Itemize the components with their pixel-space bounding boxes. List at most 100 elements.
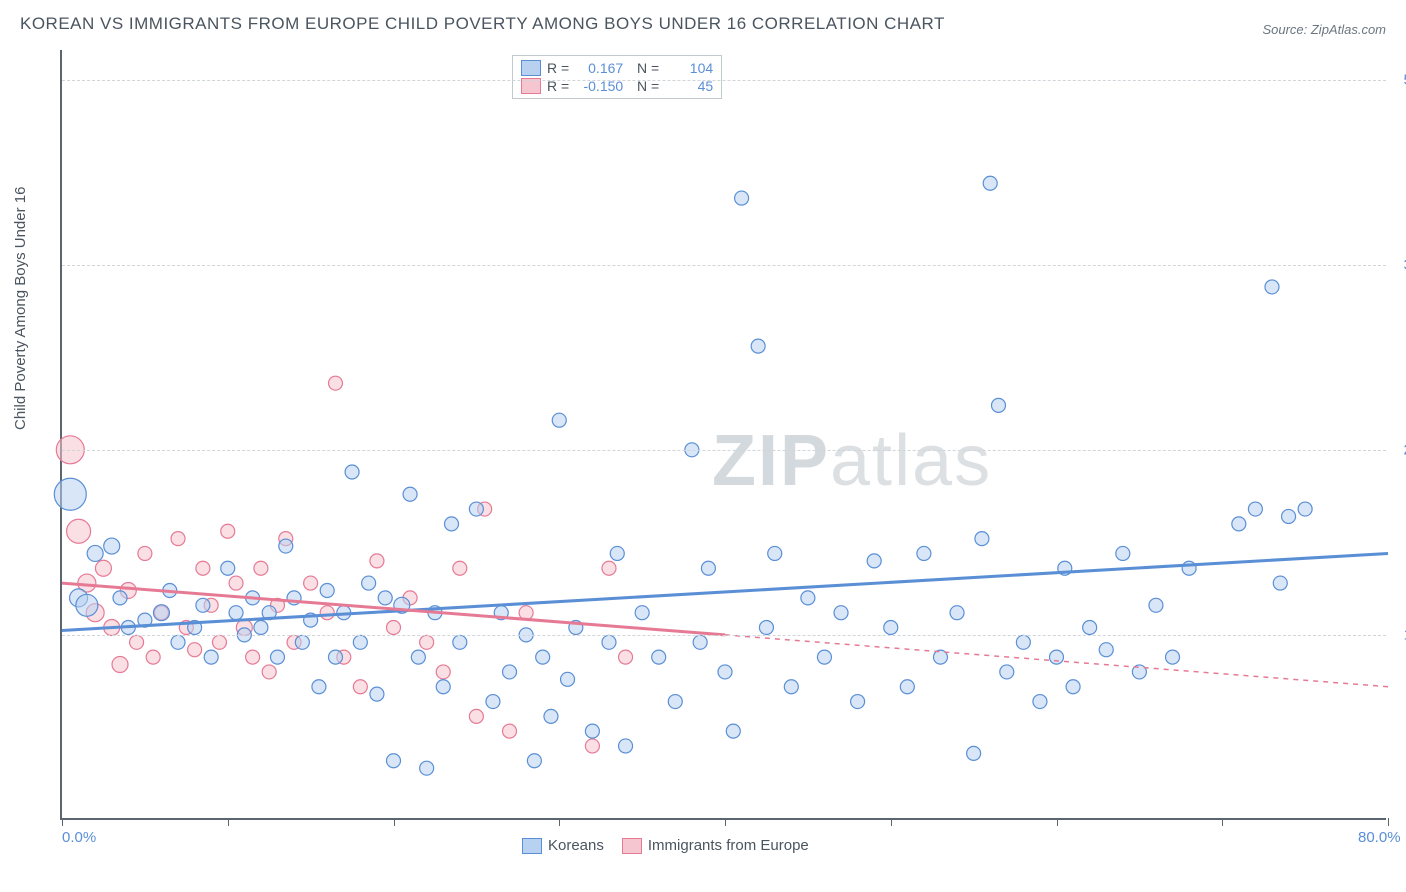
data-point xyxy=(130,635,144,649)
data-point xyxy=(453,635,467,649)
x-tick xyxy=(1057,818,1058,826)
data-point xyxy=(801,591,815,605)
data-point xyxy=(445,517,459,531)
data-point xyxy=(1248,502,1262,516)
data-point xyxy=(652,650,666,664)
data-point xyxy=(1000,665,1014,679)
data-point xyxy=(561,672,575,686)
data-point xyxy=(1050,650,1064,664)
x-tick xyxy=(1222,818,1223,826)
data-point xyxy=(67,519,91,543)
data-point xyxy=(295,635,309,649)
data-point xyxy=(420,635,434,649)
grid-line xyxy=(62,450,1386,451)
data-point xyxy=(171,532,185,546)
data-point xyxy=(262,665,276,679)
data-point xyxy=(270,650,284,664)
data-point xyxy=(991,398,1005,412)
data-point xyxy=(751,339,765,353)
plot-area: ZIPatlas R = 0.167 N = 104 R = -0.150 N … xyxy=(60,50,1386,820)
data-point xyxy=(221,524,235,538)
data-point xyxy=(851,695,865,709)
data-point xyxy=(619,739,633,753)
data-point xyxy=(1273,576,1287,590)
data-point xyxy=(917,546,931,560)
source-label: Source: ZipAtlas.com xyxy=(1262,22,1386,37)
data-point xyxy=(602,635,616,649)
x-tick xyxy=(62,818,63,826)
data-point xyxy=(411,650,425,664)
grid-line xyxy=(62,265,1386,266)
data-point xyxy=(1066,680,1080,694)
data-point xyxy=(950,606,964,620)
data-point xyxy=(867,554,881,568)
data-point xyxy=(1016,635,1030,649)
data-point xyxy=(138,546,152,560)
y-axis-label: Child Poverty Among Boys Under 16 xyxy=(12,187,29,430)
bottom-legend: Koreans Immigrants from Europe xyxy=(522,837,809,854)
x-tick-label: 80.0% xyxy=(1358,829,1401,846)
y-tick-label: 37.5% xyxy=(1391,256,1406,273)
data-point xyxy=(544,709,558,723)
y-tick-label: 25.0% xyxy=(1391,441,1406,458)
data-point xyxy=(1083,621,1097,635)
legend-swatch-immigrants xyxy=(622,838,642,854)
data-point xyxy=(420,761,434,775)
data-point xyxy=(312,680,326,694)
data-point xyxy=(735,191,749,205)
data-point xyxy=(585,724,599,738)
data-point xyxy=(320,583,334,597)
data-point xyxy=(784,680,798,694)
x-tick xyxy=(891,818,892,826)
data-point xyxy=(246,650,260,664)
x-tick-label: 0.0% xyxy=(62,829,96,846)
data-point xyxy=(345,465,359,479)
data-point xyxy=(503,724,517,738)
data-point xyxy=(967,746,981,760)
data-point xyxy=(1298,502,1312,516)
data-point xyxy=(486,695,500,709)
data-point xyxy=(834,606,848,620)
data-point xyxy=(503,665,517,679)
data-point xyxy=(668,695,682,709)
data-point xyxy=(975,532,989,546)
x-tick xyxy=(559,818,560,826)
data-point xyxy=(726,724,740,738)
data-point xyxy=(304,576,318,590)
data-point xyxy=(436,665,450,679)
data-point xyxy=(768,546,782,560)
data-point xyxy=(87,545,103,561)
data-point xyxy=(54,478,86,510)
legend-label-immigrants: Immigrants from Europe xyxy=(648,837,809,854)
data-point xyxy=(188,643,202,657)
data-point xyxy=(370,687,384,701)
data-point xyxy=(254,621,268,635)
x-tick xyxy=(394,818,395,826)
x-tick xyxy=(228,818,229,826)
data-point xyxy=(171,635,185,649)
data-point xyxy=(353,680,367,694)
legend-item-koreans: Koreans xyxy=(522,837,604,854)
data-point xyxy=(153,605,169,621)
grid-line xyxy=(62,80,1386,81)
grid-line xyxy=(62,635,1386,636)
y-tick-label: 12.5% xyxy=(1391,626,1406,643)
data-point xyxy=(1149,598,1163,612)
data-point xyxy=(196,598,210,612)
x-tick xyxy=(1388,818,1389,826)
data-point xyxy=(759,621,773,635)
data-point xyxy=(353,635,367,649)
data-point xyxy=(221,561,235,575)
data-point xyxy=(279,539,293,553)
data-point xyxy=(196,561,210,575)
data-point xyxy=(884,621,898,635)
legend-item-immigrants: Immigrants from Europe xyxy=(622,837,809,854)
data-point xyxy=(602,561,616,575)
legend-swatch-koreans xyxy=(522,838,542,854)
data-point xyxy=(387,621,401,635)
data-point xyxy=(552,413,566,427)
legend-label-koreans: Koreans xyxy=(548,837,604,854)
data-point xyxy=(403,487,417,501)
data-point xyxy=(1116,546,1130,560)
data-point xyxy=(585,739,599,753)
